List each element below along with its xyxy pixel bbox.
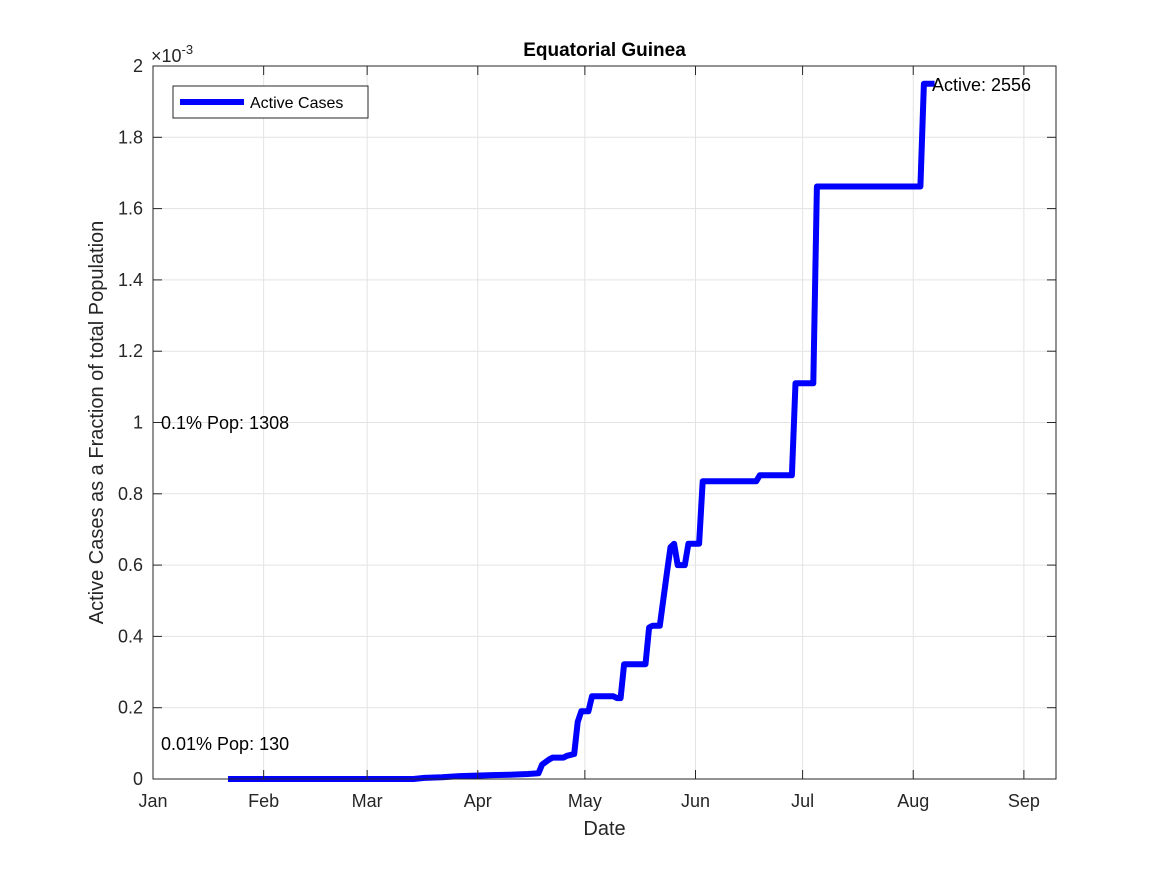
y-tick-label: 1.6 [118,199,143,219]
y-ticks: 0 0.2 0.4 0.6 0.8 1 1.2 1.4 1.6 1.8 2 [118,56,1056,789]
y-tick-label: 0.2 [118,698,143,718]
chart-title: Equatorial Guinea [523,40,686,61]
legend: Active Cases [172,85,369,119]
x-tick-label: Jun [681,791,710,811]
annotation-01pct-pop: 0.1% Pop: 1308 [161,413,289,433]
annotation-active: Active: 2556 [932,75,1031,95]
x-tick-label: Feb [248,791,279,811]
y-tick-label: 1.4 [118,270,143,290]
y-tick-label: 0.4 [118,626,143,646]
x-tick-label: Mar [352,791,383,811]
x-axis-label: Date [583,818,625,840]
annotation-001pct-pop: 0.01% Pop: 130 [161,734,289,754]
y-tick-label: 0.6 [118,555,143,575]
y-tick-label: 1.2 [118,341,143,361]
y-axis-exponent: ×10-3 [151,42,193,66]
x-tick-label: Jul [791,791,814,811]
y-tick-label: 2 [133,56,143,76]
y-axis-label: Active Cases as a Fraction of total Popu… [86,221,108,625]
x-tick-label: Sep [1008,791,1040,811]
x-tick-label: Apr [464,791,492,811]
y-tick-label: 1 [133,413,143,433]
y-tick-label: 0 [133,769,143,789]
y-exponent-base: ×10 [151,46,182,66]
y-tick-label: 1.8 [118,127,143,147]
x-tick-label: May [568,791,602,811]
x-tick-label: Jan [138,791,167,811]
x-tick-label: Aug [897,791,929,811]
series-layer [228,80,935,782]
series-line [228,80,935,782]
y-exponent-power: -3 [182,42,194,57]
legend-label: Active Cases [250,95,343,112]
y-tick-label: 0.8 [118,484,143,504]
x-ticks: Jan Feb Mar Apr May Jun Jul Aug Sep [138,66,1040,811]
